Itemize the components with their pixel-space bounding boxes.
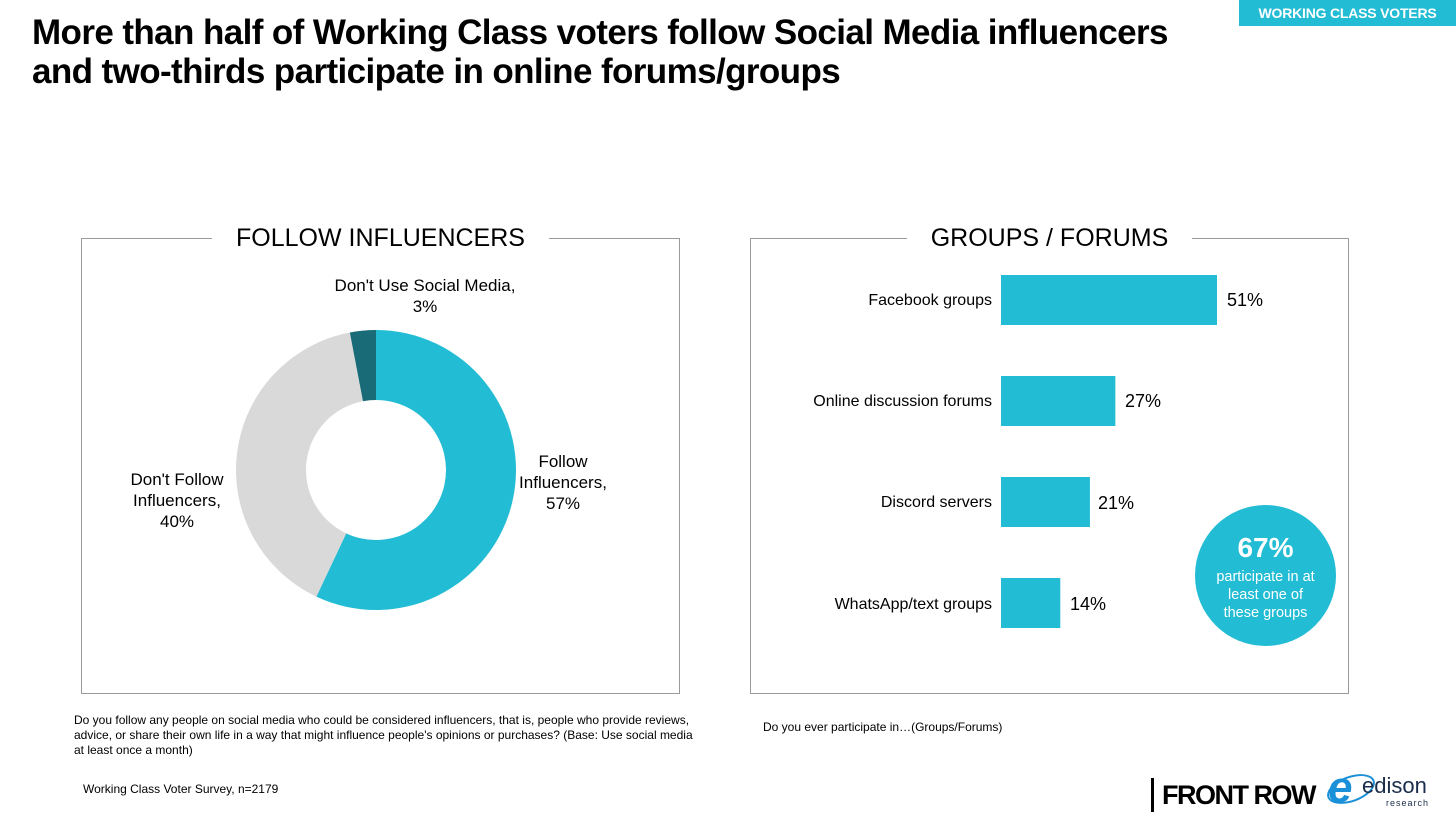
edison-logo-sub: research (1386, 798, 1430, 808)
slice-label-dont-follow-value: 40% (159, 512, 195, 531)
segment-tag: WORKING CLASS VOTERS (1239, 0, 1456, 26)
bar-category-whatsapp: WhatsApp/text groups (834, 596, 992, 613)
slice-label-dont-use: Don't Use Social Media, 3% (310, 275, 540, 317)
slice-label-dont-follow-name-2: Influencers, (133, 491, 221, 510)
right-question-note: Do you ever participate in…(Groups/Forum… (763, 720, 1003, 734)
donut-slice-don-t-follow-influencers (236, 332, 363, 597)
participation-callout: 67% participate in at least one of these… (1195, 505, 1336, 646)
donut-chart-title: FOLLOW INFLUENCERS (212, 221, 549, 255)
callout-value: 67% (1237, 532, 1294, 563)
slice-label-dont-follow: Don't Follow Influencers, 40% (112, 469, 242, 532)
slice-label-follow: Follow Influencers, 57% (508, 451, 618, 514)
page-title: More than half of Working Class voters f… (32, 13, 1169, 91)
slice-label-dont-follow-name: Don't Follow (130, 470, 224, 489)
bar-value-discord: 21% (1098, 493, 1135, 513)
bar-value-forums: 27% (1125, 391, 1162, 411)
bar-discord-servers (1001, 477, 1090, 527)
bar-category-facebook: Facebook groups (868, 292, 992, 309)
bar-category-forums: Online discussion forums (813, 393, 992, 410)
groups-forums-panel: GROUPS / FORUMS (750, 221, 1349, 694)
left-question-note: Do you follow any people on social media… (74, 713, 693, 757)
follow-influencers-panel: FOLLOW INFLUENCERS (81, 221, 680, 694)
edison-logo-name: edison (1362, 773, 1427, 798)
callout-text: participate in at least one of these gro… (1216, 569, 1315, 621)
bar-online-discussion-forums (1001, 376, 1116, 426)
slice-label-follow-name-2: Influencers, (519, 473, 607, 492)
edison-research-logo: e edison research (1323, 763, 1436, 814)
slice-label-dont-use-value: 3% (412, 297, 438, 316)
bar-value-facebook: 51% (1227, 290, 1264, 310)
source-note: Working Class Voter Survey, n=2179 (83, 782, 279, 796)
bar-category-discord: Discord servers (880, 494, 992, 511)
donut-slice-don-t-use-social-media (349, 330, 376, 402)
front-row-logo: FRONT ROW (1151, 778, 1316, 812)
slice-label-follow-value: 57% (545, 494, 581, 513)
edison-e-icon: e (1328, 763, 1353, 812)
donut-slice-follow-influencers (316, 330, 516, 610)
bar-chart-title: GROUPS / FORUMS (906, 221, 1193, 255)
bar-whatsapp-text-groups (1001, 578, 1061, 628)
bar-chart (1001, 275, 1217, 628)
slice-label-follow-name: Follow (538, 452, 588, 471)
bar-value-whatsapp: 14% (1070, 594, 1107, 614)
slice-label-dont-use-name: Don't Use Social Media, (334, 276, 516, 295)
bar-facebook-groups (1001, 275, 1217, 325)
donut-chart (236, 330, 516, 610)
